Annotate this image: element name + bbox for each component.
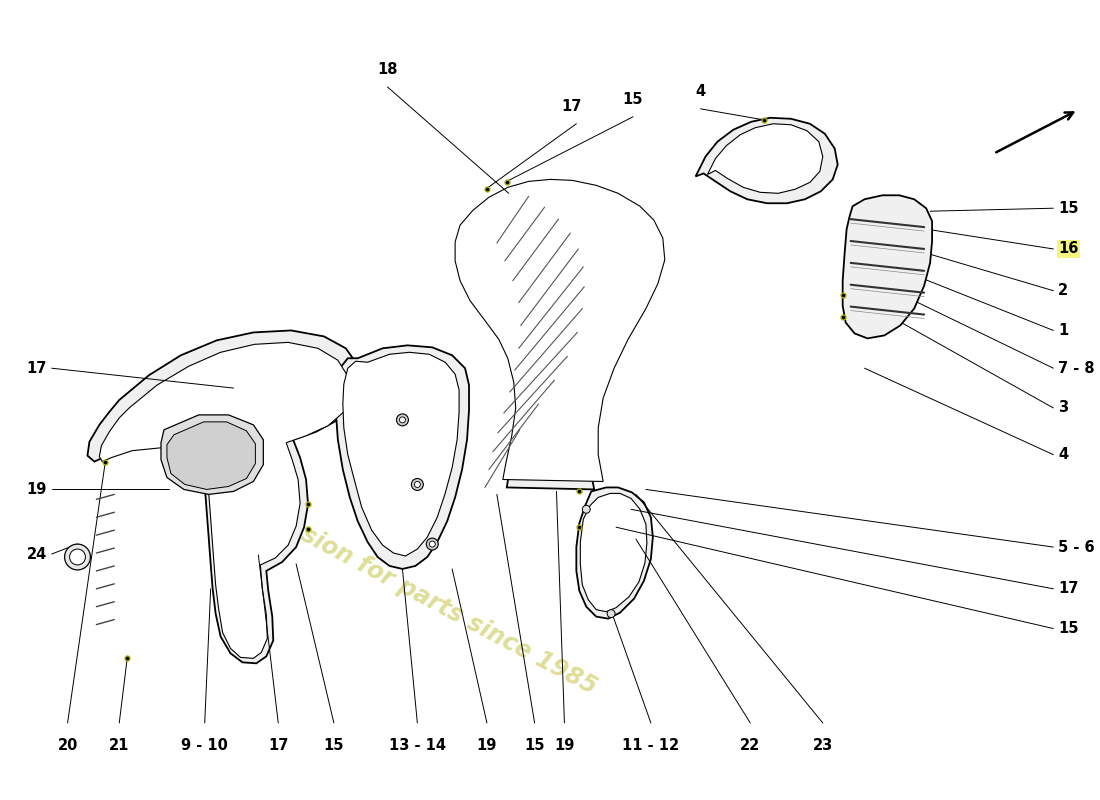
Polygon shape (695, 118, 838, 203)
Text: 17: 17 (26, 361, 46, 376)
Text: 17: 17 (1058, 582, 1079, 596)
Text: 16: 16 (1058, 242, 1079, 257)
Circle shape (415, 482, 420, 487)
Text: 9 - 10: 9 - 10 (182, 738, 228, 753)
Circle shape (399, 417, 406, 423)
Text: 17: 17 (561, 99, 582, 114)
Text: 15: 15 (323, 738, 344, 753)
Text: 15: 15 (1058, 621, 1079, 636)
Circle shape (429, 541, 436, 547)
Text: 1: 1 (1058, 323, 1068, 338)
Text: 21: 21 (109, 738, 130, 753)
Polygon shape (161, 415, 263, 494)
Polygon shape (455, 179, 664, 482)
Text: 17: 17 (268, 738, 288, 753)
Text: 4: 4 (695, 84, 705, 99)
Text: 22: 22 (740, 738, 760, 753)
Circle shape (69, 549, 86, 565)
Text: 19: 19 (26, 482, 46, 497)
Text: 20: 20 (57, 738, 78, 753)
Polygon shape (581, 494, 647, 612)
Polygon shape (167, 422, 255, 490)
Text: 13 - 14: 13 - 14 (389, 738, 446, 753)
Text: 23: 23 (813, 738, 833, 753)
Circle shape (427, 538, 438, 550)
Polygon shape (343, 352, 459, 556)
Text: 19: 19 (476, 738, 497, 753)
Polygon shape (462, 182, 658, 490)
Polygon shape (843, 195, 932, 338)
Text: 19: 19 (554, 738, 574, 753)
Polygon shape (87, 330, 360, 663)
Circle shape (65, 544, 90, 570)
Text: 24: 24 (26, 546, 46, 562)
Text: 4: 4 (1058, 447, 1068, 462)
Text: 11 - 12: 11 - 12 (623, 738, 680, 753)
Circle shape (607, 610, 615, 618)
Text: 2: 2 (1058, 283, 1068, 298)
Polygon shape (336, 346, 469, 569)
Text: 15: 15 (623, 92, 643, 107)
Text: a passion for parts since 1985: a passion for parts since 1985 (234, 489, 601, 699)
Polygon shape (576, 487, 653, 618)
Text: 15: 15 (525, 738, 544, 753)
Text: 3: 3 (1058, 401, 1068, 415)
Text: 5 - 6: 5 - 6 (1058, 539, 1094, 554)
Circle shape (411, 478, 424, 490)
Text: 18: 18 (377, 62, 398, 77)
Polygon shape (99, 342, 350, 658)
Text: 7 - 8: 7 - 8 (1058, 361, 1094, 376)
Text: 15: 15 (1058, 201, 1079, 216)
Circle shape (582, 506, 591, 514)
Circle shape (396, 414, 408, 426)
Polygon shape (707, 124, 823, 194)
